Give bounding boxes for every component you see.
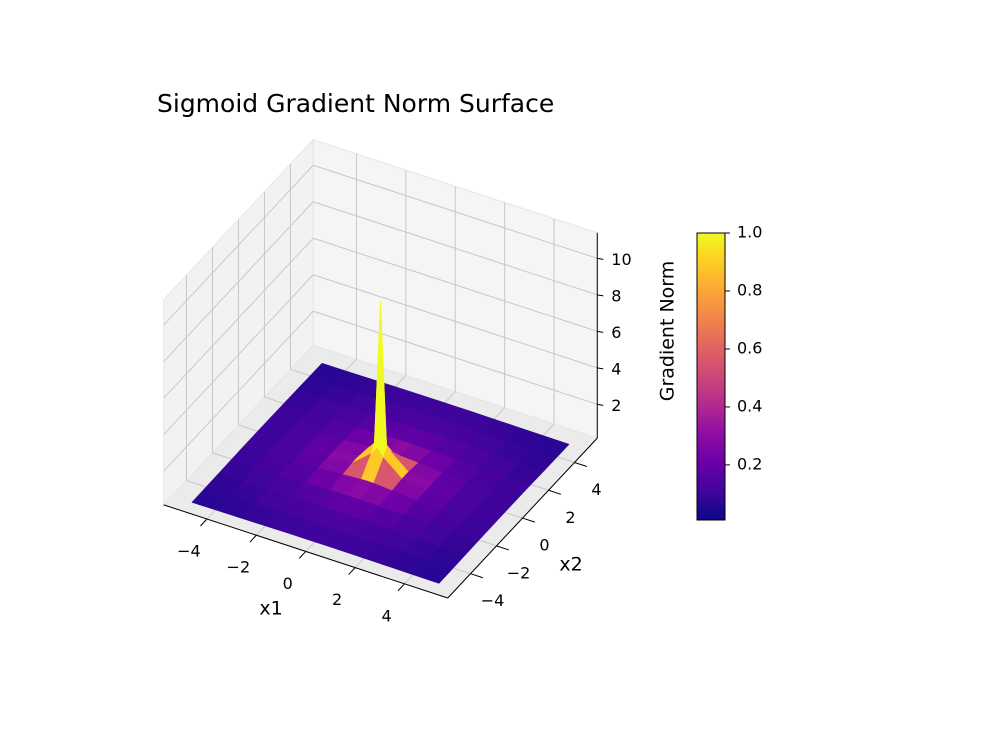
y-tick xyxy=(470,573,484,579)
x-tick-label: −2 xyxy=(227,558,251,577)
grid-line xyxy=(163,274,314,435)
grid-line xyxy=(163,310,314,472)
x-tick xyxy=(249,534,257,543)
x-tick-label: −4 xyxy=(177,542,201,561)
colorbar-tick-label: 0.6 xyxy=(737,338,762,357)
z-tick xyxy=(597,294,604,297)
y-tick xyxy=(496,545,510,551)
colorbar-tick-label: 0.8 xyxy=(737,280,762,299)
colorbar-tick-label: 0.4 xyxy=(737,396,762,415)
y-axis-label: x2 xyxy=(559,554,582,576)
grid-line xyxy=(313,274,598,369)
colorbar-tick-label: 1.0 xyxy=(737,223,762,242)
colorbar xyxy=(696,232,726,521)
z-tick-label: 8 xyxy=(611,286,621,305)
x-tick-label: 4 xyxy=(381,606,391,625)
x-axis-label: x1 xyxy=(259,598,282,620)
chart-title: Sigmoid Gradient Norm Surface xyxy=(157,89,554,118)
y-tick-label: −4 xyxy=(481,591,505,610)
z-axis-label: Gradient Norm xyxy=(657,261,679,402)
grid-line xyxy=(313,237,598,332)
x-tick xyxy=(298,551,307,559)
grid-line xyxy=(313,201,598,296)
y-tick-label: 2 xyxy=(565,508,575,527)
z-tick xyxy=(597,403,604,406)
y-tick-label: 0 xyxy=(539,536,549,555)
grid-line xyxy=(163,237,314,399)
z-tick xyxy=(597,367,604,370)
grid-line xyxy=(313,164,598,259)
y-tick xyxy=(522,517,536,523)
z-tick xyxy=(597,257,604,260)
x-tick-label: 2 xyxy=(332,590,342,609)
z-tick-label: 6 xyxy=(611,323,621,342)
x-tick xyxy=(200,518,208,527)
x-tick-label: 0 xyxy=(283,574,293,593)
z-tick-label: 2 xyxy=(611,396,621,415)
grid-line xyxy=(163,164,314,326)
x-tick xyxy=(348,567,356,575)
z-tick xyxy=(597,330,604,333)
grid-line xyxy=(313,310,598,405)
y-tick-label: 4 xyxy=(591,480,601,499)
y-tick xyxy=(574,461,588,468)
x-tick xyxy=(397,583,405,592)
y-tick xyxy=(548,489,562,495)
grid-line xyxy=(163,201,314,362)
colorbar-tick-label: 0.2 xyxy=(737,454,762,473)
z-tick-label: 10 xyxy=(611,250,631,269)
z-tick-label: 4 xyxy=(611,359,621,378)
surface-patch xyxy=(413,560,453,584)
y-tick-label: −2 xyxy=(507,563,531,582)
